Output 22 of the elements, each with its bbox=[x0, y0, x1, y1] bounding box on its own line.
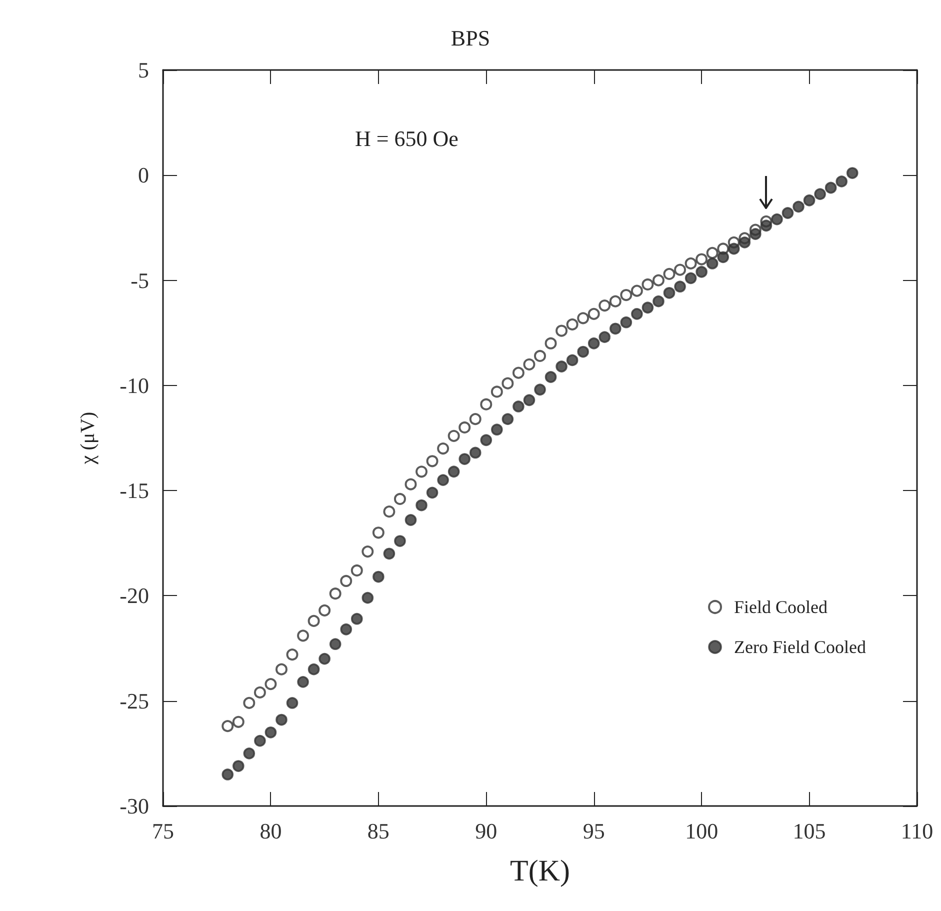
legend-label: Field Cooled bbox=[734, 597, 828, 617]
y-tick-label: -30 bbox=[120, 794, 149, 818]
y-tick-label: 5 bbox=[138, 58, 149, 82]
x-tick-label: 80 bbox=[260, 818, 282, 844]
legend-label: Zero Field Cooled bbox=[734, 637, 866, 657]
x-tick-label: 85 bbox=[367, 818, 390, 844]
y-tick-label: -25 bbox=[120, 688, 149, 714]
x-tick-label: 105 bbox=[792, 818, 826, 844]
x-tick-label: 100 bbox=[685, 818, 718, 844]
y-tick-label: 0 bbox=[138, 162, 149, 188]
x-tick-label: 90 bbox=[475, 818, 498, 844]
x-tick-label: 95 bbox=[582, 818, 605, 844]
y-tick-label: -5 bbox=[130, 268, 149, 293]
y-tick-label: -20 bbox=[120, 583, 149, 608]
x-tick-label: 110 bbox=[900, 818, 934, 844]
x-tick-label: 75 bbox=[152, 818, 174, 844]
y-axis-title: χ (μV) bbox=[77, 412, 99, 466]
y-tick-label: -15 bbox=[120, 478, 149, 504]
annotation: H = 650 Oe bbox=[355, 126, 458, 152]
x-axis-title: T(K) bbox=[510, 854, 570, 888]
chart-title: BPS bbox=[450, 26, 490, 50]
y-tick-label: -10 bbox=[120, 372, 149, 398]
